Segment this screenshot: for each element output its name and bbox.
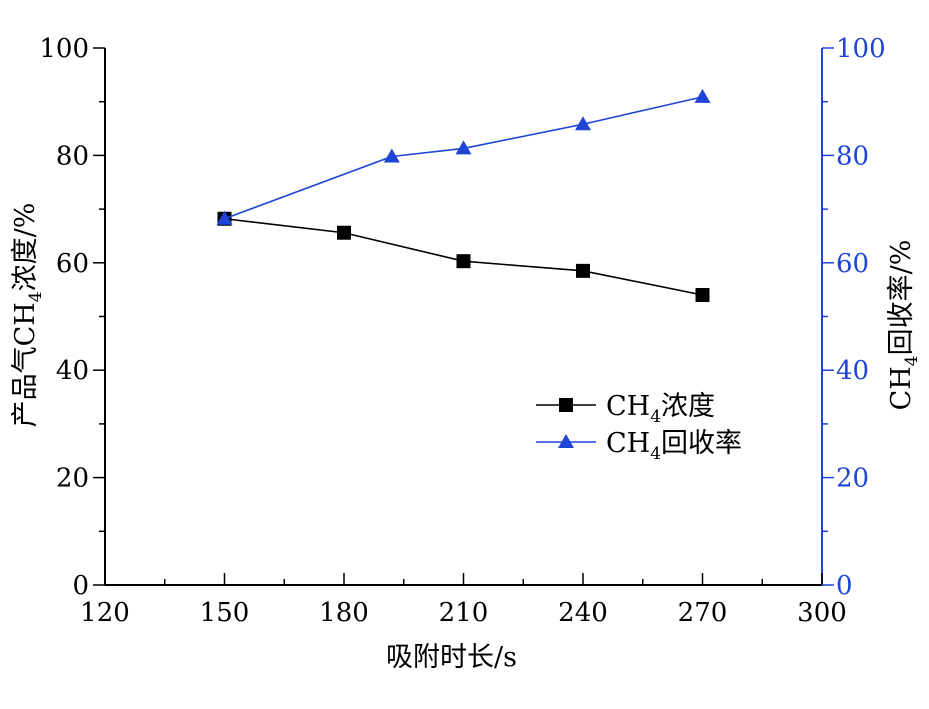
series-2-point — [694, 88, 711, 103]
left-y-axis-title-sub: 4 — [26, 291, 46, 302]
series-1-point — [337, 225, 351, 240]
x-tick-label: 150 — [200, 598, 250, 628]
legend-label-main: CH — [606, 391, 650, 422]
x-tick-label: 180 — [319, 598, 369, 628]
legend-marker-1 — [559, 398, 573, 412]
right-y-tick-label: 60 — [836, 249, 869, 279]
legend-label-rest: 回收率 — [661, 428, 742, 459]
left-y-tick-label: 100 — [39, 34, 89, 64]
series-2-point — [216, 210, 233, 225]
series-2-point — [575, 116, 591, 131]
series-1-point — [576, 263, 590, 278]
left-y-tick-label: 0 — [72, 571, 89, 601]
legend-label-rest: 浓度 — [661, 391, 715, 422]
x-axis-title: 吸附时长/s — [386, 642, 517, 673]
series-2-line — [224, 96, 703, 220]
legend-label-main: CH — [606, 428, 650, 459]
series-2 — [216, 88, 711, 225]
left-y-tick-label: 40 — [56, 356, 89, 386]
left-y-tick-label: 60 — [56, 249, 89, 279]
right-y-axis-title-rest: 回收率/% — [886, 240, 917, 356]
x-tick-label: 300 — [797, 598, 847, 628]
series-2-point — [455, 140, 472, 155]
legend-label-sub: 4 — [650, 407, 661, 427]
series-2-point — [383, 148, 400, 163]
right-y-tick-label: 20 — [836, 464, 869, 494]
x-tick-label: 120 — [80, 598, 130, 628]
x-tick-label: 210 — [439, 598, 489, 628]
series-1-point — [456, 254, 471, 269]
series-1 — [217, 211, 710, 303]
right-y-axis-title-group: CH4回收率/% — [886, 240, 922, 411]
x-tick-label: 270 — [678, 598, 728, 628]
left-y-tick-label: 20 — [56, 464, 89, 494]
x-tick-label: 240 — [558, 598, 608, 628]
legend-label-2: CH4回收率 — [606, 428, 742, 464]
legend-label-1: CH4浓度 — [606, 391, 715, 427]
legend-marker-2 — [558, 434, 574, 448]
right-y-axis-title-main: CH — [886, 366, 917, 410]
right-y-tick-label: 0 — [836, 571, 853, 601]
left-y-axis-title: 产品气CH4浓度/% — [10, 203, 46, 428]
legend-label-sub: 4 — [650, 444, 661, 464]
right-y-tick-label: 40 — [836, 356, 869, 386]
right-y-axis-title: CH4回收率/% — [886, 240, 922, 411]
left-y-axis-title-rest: 浓度/% — [10, 203, 41, 292]
series-1-point — [695, 288, 710, 303]
right-y-tick-label: 80 — [836, 141, 869, 171]
right-y-axis-title-sub: 4 — [902, 355, 922, 366]
left-y-axis-title-group: 产品气CH4浓度/% — [10, 203, 46, 428]
left-y-tick-label: 80 — [56, 141, 89, 171]
left-y-axis-title-main: 产品气CH — [10, 302, 41, 427]
right-y-tick-label: 100 — [836, 34, 886, 64]
